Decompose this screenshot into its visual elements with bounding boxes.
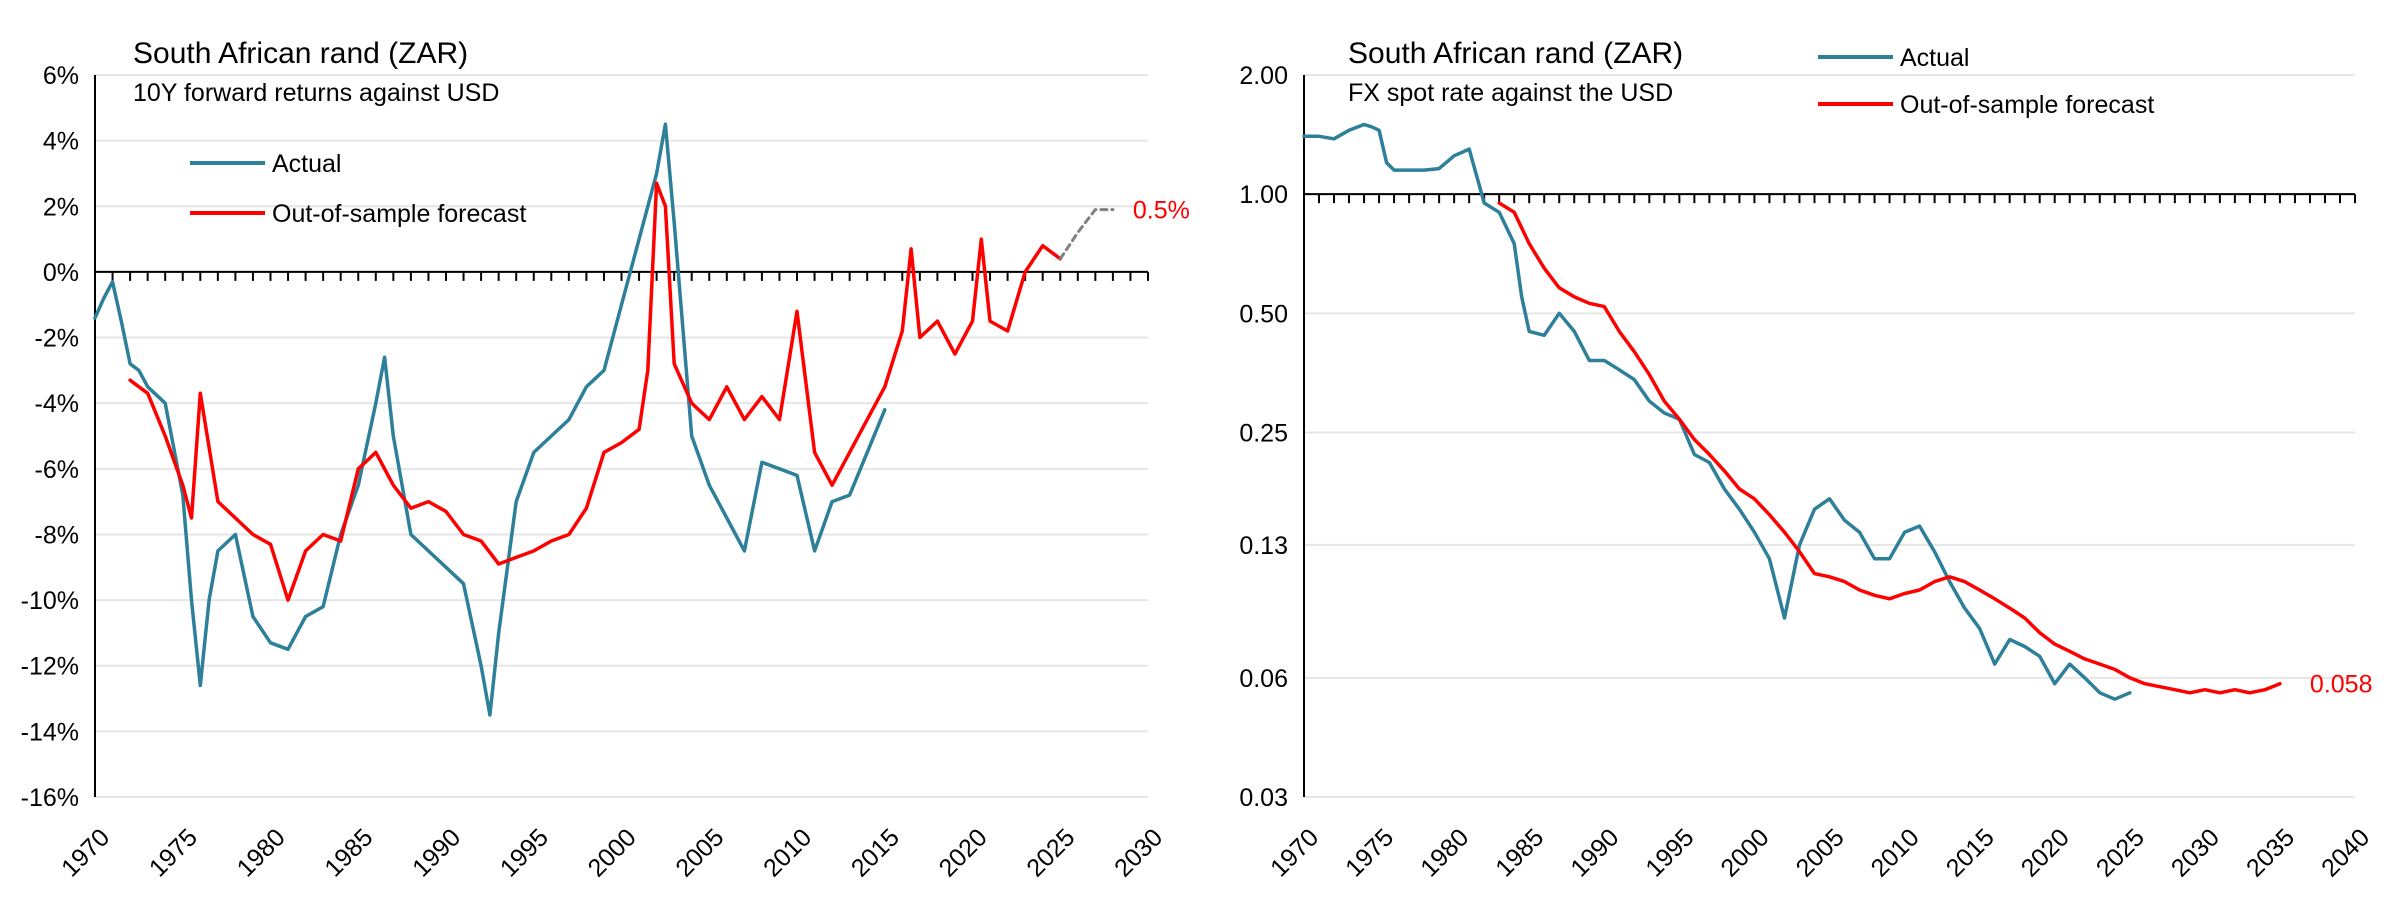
y-tick-label: 0.06 xyxy=(1239,665,1288,693)
end-value-label: 0.5% xyxy=(1133,197,1190,225)
chart-title: South African rand (ZAR) xyxy=(133,37,468,70)
y-tick-label: 0.13 xyxy=(1239,532,1288,560)
chart-subtitle: FX spot rate against the USD xyxy=(1348,79,1673,107)
chart-title: South African rand (ZAR) xyxy=(1348,37,1683,70)
x-tick-label: 2020 xyxy=(2016,823,2075,882)
x-tick-label: 1980 xyxy=(1415,823,1474,882)
legend-label: Actual xyxy=(1900,44,1969,72)
x-tick-label: 2010 xyxy=(1866,823,1925,882)
y-tick-label: 2.00 xyxy=(1239,62,1288,90)
y-tick-label: 1.00 xyxy=(1239,181,1288,209)
x-tick-label: 2030 xyxy=(1109,823,1168,882)
x-tick-label: 2005 xyxy=(670,823,729,882)
legend-label: Actual xyxy=(272,150,341,178)
y-tick-label: -8% xyxy=(35,521,79,549)
x-tick-label: 2035 xyxy=(2241,823,2300,882)
legend-label: Out-of-sample forecast xyxy=(272,200,526,228)
y-tick-label: 6% xyxy=(43,62,79,90)
x-tick-label: 1975 xyxy=(144,823,203,882)
x-tick-label: 2040 xyxy=(2316,823,2375,882)
series-line-actual xyxy=(1302,122,2132,701)
chart-subtitle: 10Y forward returns against USD xyxy=(133,79,499,107)
x-tick-label: 2005 xyxy=(1791,823,1850,882)
x-tick-label: 2020 xyxy=(934,823,993,882)
x-tick-label: 1980 xyxy=(232,823,291,882)
y-tick-label: -4% xyxy=(35,390,79,418)
x-tick-label: 2000 xyxy=(1715,823,1774,882)
y-tick-label: -16% xyxy=(21,784,79,812)
series-line-projection xyxy=(1058,208,1115,261)
x-tick-label: 2015 xyxy=(846,823,905,882)
x-tick-label: 2025 xyxy=(2091,823,2150,882)
y-tick-label: -12% xyxy=(21,653,79,681)
x-tick-label: 1995 xyxy=(495,823,554,882)
x-tick-label: 1990 xyxy=(1565,823,1624,882)
y-tick-label: -6% xyxy=(35,456,79,484)
y-tick-label: -2% xyxy=(35,325,79,353)
y-tick-label: 0.50 xyxy=(1239,300,1288,328)
series-line-out-of-sample-forecast xyxy=(128,181,1063,602)
x-tick-label: 1970 xyxy=(1265,823,1324,882)
x-tick-label: 2030 xyxy=(2166,823,2225,882)
series-line-out-of-sample-forecast xyxy=(1497,201,2282,695)
x-tick-label: 1975 xyxy=(1340,823,1399,882)
chart-zar-spot-rate: 2.00 1.00 0.50 0.25 0.13 0.06 0.03 1970 1975 1980… xyxy=(1239,37,2375,882)
legend-label: Out-of-sample forecast xyxy=(1900,91,2154,119)
y-tick-label: -14% xyxy=(21,718,79,746)
y-tick-label: 2% xyxy=(43,193,79,221)
y-tick-label: 0.25 xyxy=(1239,419,1288,447)
x-tick-label: 1985 xyxy=(1490,823,1549,882)
x-tick-label: 1995 xyxy=(1640,823,1699,882)
x-tick-label: 2015 xyxy=(1941,823,2000,882)
chart-zar-forward-returns: 6% 4% 2% 0% -2% -4% -6% -8% -10% -12% -14% -16% 1970… xyxy=(21,37,1190,882)
y-tick-label: 0% xyxy=(43,259,79,287)
x-tick-label: 1985 xyxy=(319,823,378,882)
x-tick-label: 2010 xyxy=(758,823,817,882)
end-value-label: 0.058 xyxy=(2310,671,2373,699)
series-line-actual xyxy=(93,122,887,717)
x-tick-label: 1990 xyxy=(407,823,466,882)
x-tick-label: 2000 xyxy=(583,823,642,882)
y-tick-label: 4% xyxy=(43,128,79,156)
y-tick-label: -10% xyxy=(21,587,79,615)
x-tick-label: 1970 xyxy=(56,823,115,882)
y-tick-label: 0.03 xyxy=(1239,784,1288,812)
x-tick-label: 2025 xyxy=(1021,823,1080,882)
